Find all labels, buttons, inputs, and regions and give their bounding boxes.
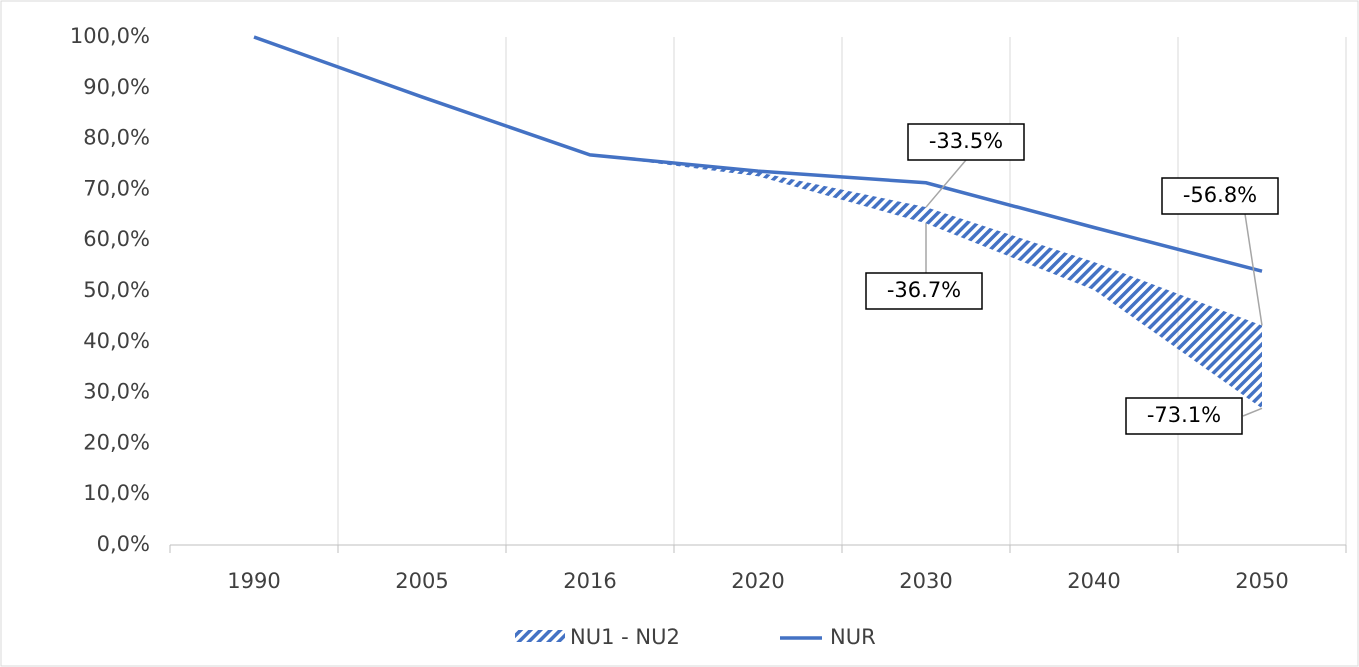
legend-swatch <box>515 630 565 642</box>
y-tick-label: 70,0% <box>83 176 150 200</box>
y-tick-label: 0,0% <box>97 532 150 556</box>
x-tick-label: 1990 <box>227 569 280 593</box>
y-tick-label: 50,0% <box>83 278 150 302</box>
band-area <box>590 154 1262 409</box>
x-tick-label: 2040 <box>1067 569 1120 593</box>
y-tick-label: 60,0% <box>83 227 150 251</box>
line <box>253 35 1263 273</box>
annotation-box <box>907 123 1025 161</box>
y-tick-label: 10,0% <box>83 481 150 505</box>
annotation-leader <box>925 159 967 208</box>
annotation-box <box>1161 177 1279 215</box>
legend-label: NUR <box>830 625 876 649</box>
x-tick-label: 2020 <box>731 569 784 593</box>
annotation-leader <box>1244 213 1263 326</box>
annotation-leader <box>1242 407 1263 417</box>
x-tick-label: 2050 <box>1235 569 1288 593</box>
y-tick-label: 20,0% <box>83 430 150 454</box>
y-tick-label: 40,0% <box>83 329 150 353</box>
y-tick-label: 80,0% <box>83 126 150 150</box>
annotation: -36.7% <box>887 278 961 302</box>
annotation-box <box>865 272 983 310</box>
annotation: -73.1% <box>1147 403 1221 427</box>
legend-label: NU1 - NU2 <box>570 625 680 649</box>
annotation: -56.8% <box>1183 183 1257 207</box>
x-tick-label: 2005 <box>395 569 448 593</box>
y-tick-label: 100,0% <box>70 24 150 48</box>
y-tick-label: 90,0% <box>83 75 150 99</box>
y-tick-label: 30,0% <box>83 380 150 404</box>
x-tick-label: 2016 <box>563 569 616 593</box>
annotation: -33.5% <box>929 129 1003 153</box>
annotation-box <box>1125 397 1243 435</box>
x-tick-label: 2030 <box>899 569 952 593</box>
